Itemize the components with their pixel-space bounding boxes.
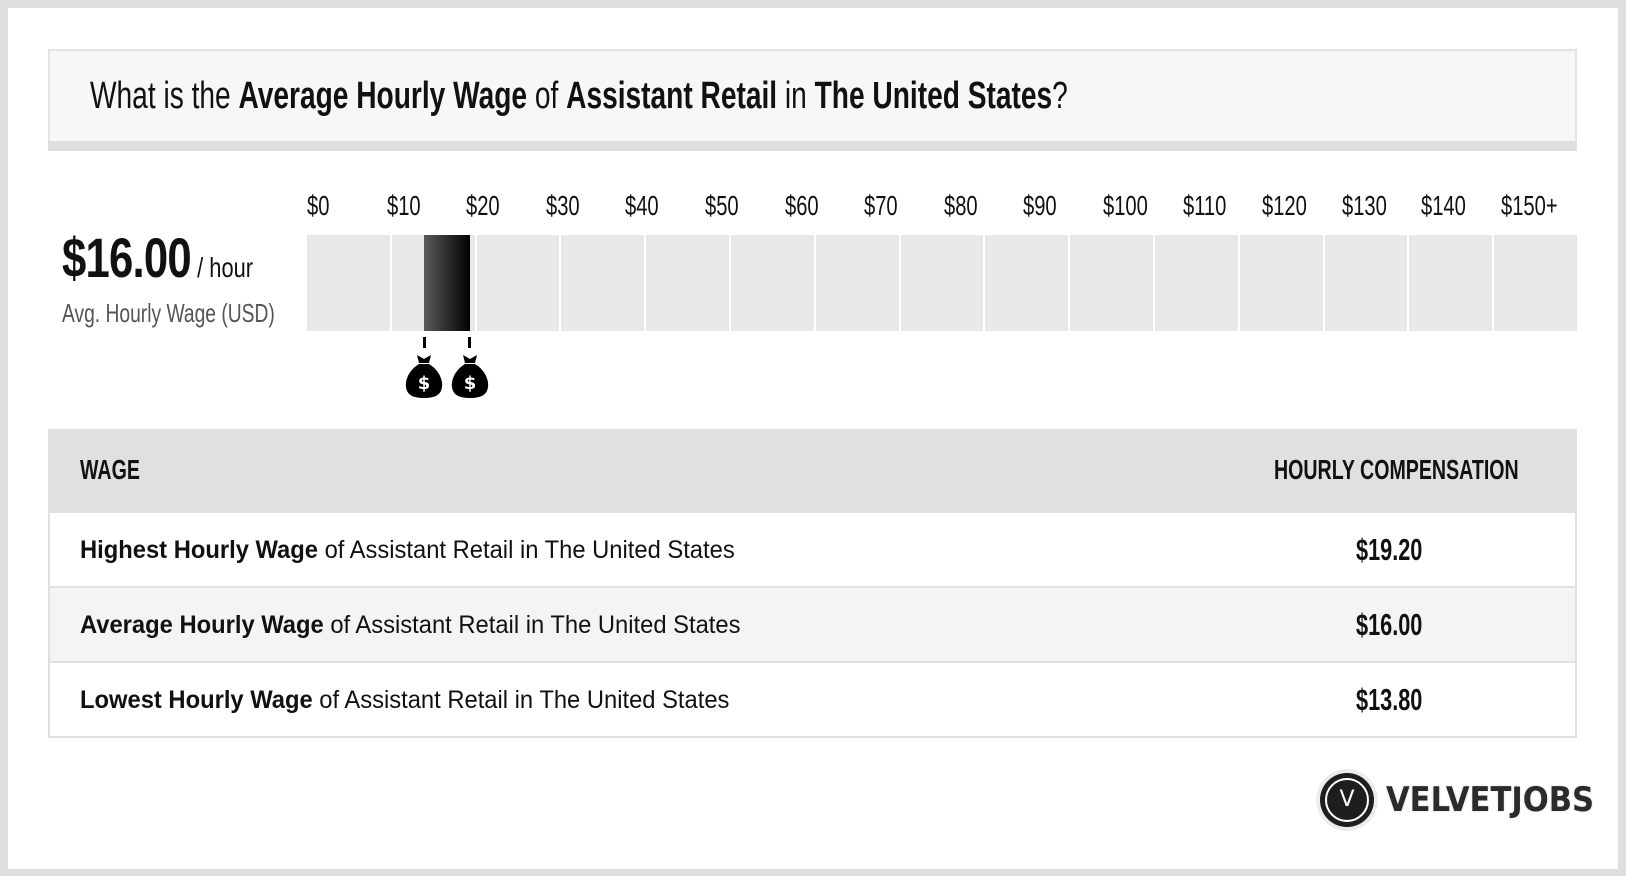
row-label: Lowest Hourly Wage of Assistant Retail i… xyxy=(80,685,729,715)
x-axis-tick-label: $60 xyxy=(784,190,819,221)
table-row: Lowest Hourly Wage of Assistant Retail i… xyxy=(50,661,1575,736)
title-location: The United States xyxy=(814,75,1053,117)
scale-segment xyxy=(1409,235,1493,331)
x-axis-tick-label: $110 xyxy=(1182,190,1226,221)
wage-scale-track xyxy=(307,235,1577,331)
row-label: Highest Hourly Wage of Assistant Retail … xyxy=(80,535,735,565)
wage-range-bar xyxy=(423,235,470,331)
low-marker-stem xyxy=(422,337,426,348)
row-label-bold: Lowest Hourly Wage xyxy=(80,686,313,714)
x-axis-tick-label: $40 xyxy=(625,190,660,221)
title-part: in xyxy=(777,75,815,117)
scale-segment xyxy=(561,235,645,331)
title-underline-band xyxy=(48,141,1577,151)
average-wage-display: $16.00/ hour xyxy=(62,226,253,300)
row-value: $16.00 xyxy=(1356,607,1423,642)
scale-segment xyxy=(985,235,1069,331)
scale-segment xyxy=(476,235,560,331)
x-axis-tick-label: $90 xyxy=(1023,190,1058,221)
x-axis-tick-label: $70 xyxy=(864,190,898,221)
scale-segment xyxy=(900,235,984,331)
velvetjobs-logo: V VELVETJOBS xyxy=(1320,773,1594,829)
scale-segment xyxy=(1494,235,1577,331)
row-label-rest: of Assistant Retail in The United States xyxy=(312,686,730,714)
x-axis-tick-label: $150+ xyxy=(1501,190,1558,221)
average-wage-label: Avg. Hourly Wage (USD) xyxy=(62,298,275,328)
high-marker-stem xyxy=(467,337,471,348)
x-axis-tick-label: $120 xyxy=(1262,190,1308,221)
row-label: Average Hourly Wage of Assistant Retail … xyxy=(80,610,740,640)
wage-table: WAGE HOURLY COMPENSATION Highest Hourly … xyxy=(48,429,1577,738)
x-axis-tick-label: $50 xyxy=(705,190,739,221)
title-box xyxy=(48,49,1577,141)
x-axis-tick-label: $100 xyxy=(1103,190,1148,221)
title-part: ? xyxy=(1052,75,1068,117)
row-value: $13.80 xyxy=(1356,682,1423,717)
x-axis-tick-label: $130 xyxy=(1341,190,1387,221)
average-wage-value: $16.00 xyxy=(62,226,192,289)
logo-wordmark: VELVETJOBS xyxy=(1386,780,1595,820)
wage-unit: / hour xyxy=(197,252,254,283)
row-label-bold: Highest Hourly Wage xyxy=(80,536,318,564)
x-axis-tick-label: $80 xyxy=(943,190,978,221)
scale-segment xyxy=(1070,235,1153,331)
svg-text:$: $ xyxy=(463,373,476,394)
scale-segment xyxy=(1239,235,1323,331)
scale-segment xyxy=(1154,235,1238,331)
column-header-wage: WAGE xyxy=(80,454,140,485)
page-title: What is the Average Hourly Wage of Assis… xyxy=(90,70,1068,122)
x-axis-tick-label: $10 xyxy=(386,190,421,221)
title-metric: Average Hourly Wage xyxy=(238,75,528,117)
x-axis-tick-label: $140 xyxy=(1421,190,1467,221)
title-job: Assistant Retail xyxy=(566,75,778,117)
x-axis-tick-label: $30 xyxy=(545,190,580,221)
scale-segment xyxy=(1324,235,1408,331)
table-row: Average Hourly Wage of Assistant Retail … xyxy=(50,586,1575,661)
row-label-rest: of Assistant Retail in The United States xyxy=(323,611,741,639)
title-part: of xyxy=(527,75,567,117)
money-bag-icon: $ xyxy=(405,355,442,398)
scale-segment xyxy=(646,235,729,331)
row-label-rest: of Assistant Retail in The United States xyxy=(317,536,735,564)
title-part: What is the xyxy=(90,75,239,117)
x-axis-tick-label: $0 xyxy=(307,190,330,221)
row-label-bold: Average Hourly Wage xyxy=(80,611,324,639)
logo-letter: V xyxy=(1339,787,1355,812)
column-header-compensation: HOURLY COMPENSATION xyxy=(1274,454,1519,485)
table-header: WAGE HOURLY COMPENSATION xyxy=(50,429,1575,511)
x-axis-tick-label: $20 xyxy=(466,190,500,221)
table-row: Highest Hourly Wage of Assistant Retail … xyxy=(50,511,1575,586)
money-bag-icon: $ xyxy=(451,355,488,398)
scale-segment xyxy=(815,235,899,331)
logo-circle-icon xyxy=(1320,773,1374,827)
scale-segment xyxy=(730,235,814,331)
scale-segment xyxy=(307,235,390,331)
svg-text:$: $ xyxy=(418,373,431,394)
row-value: $19.20 xyxy=(1356,532,1423,567)
